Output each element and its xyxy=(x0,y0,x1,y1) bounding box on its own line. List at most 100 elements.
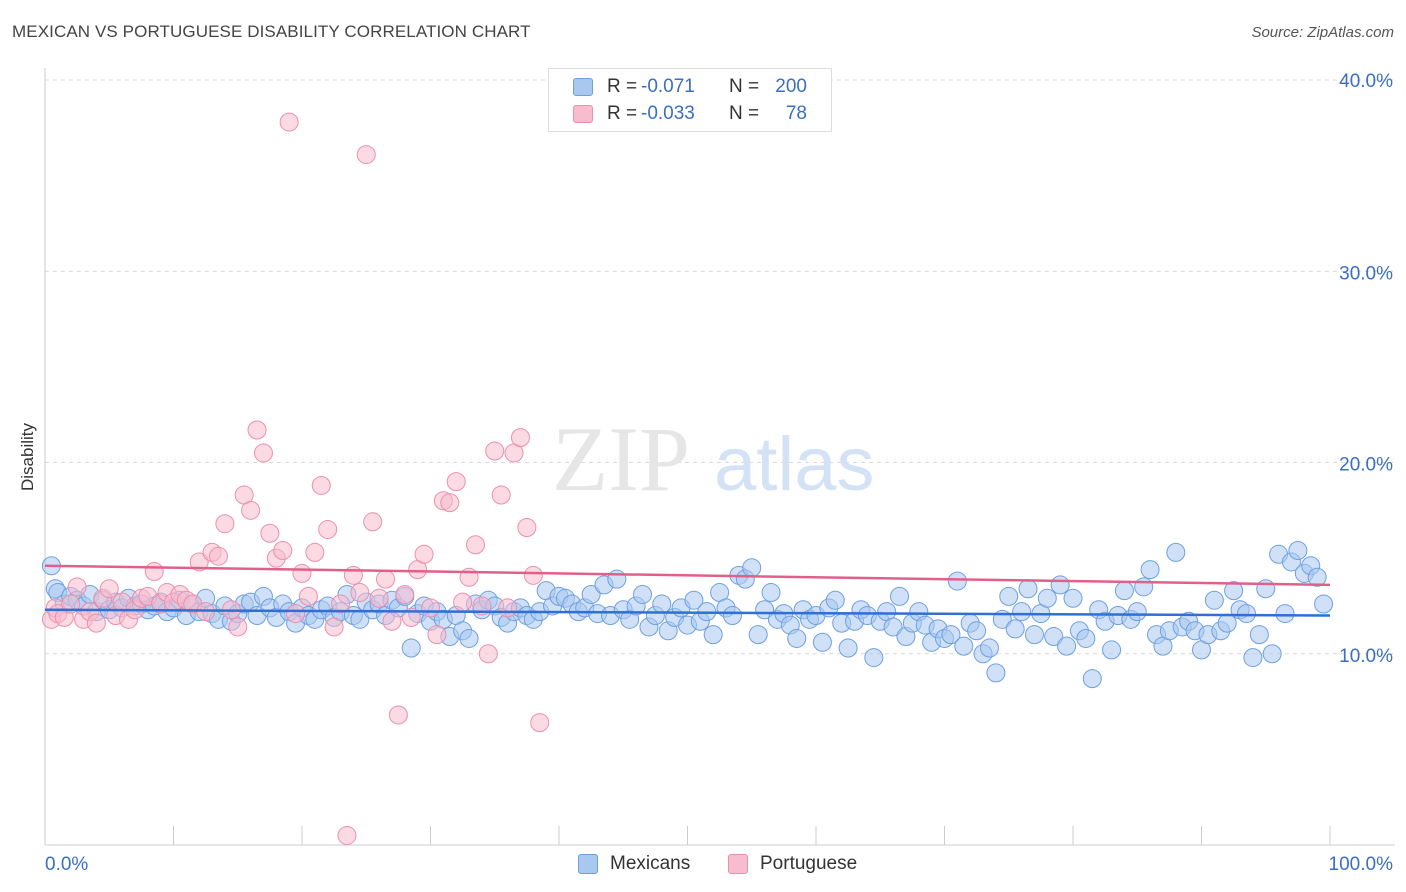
y-tick-label: 10.0% xyxy=(1339,646,1393,667)
data-point-mexicans xyxy=(999,586,1019,606)
data-point-mexicans xyxy=(1127,602,1147,622)
data-point-mexicans xyxy=(1262,644,1282,664)
trend-line-portuguese xyxy=(44,564,1331,587)
stats-legend: R = -0.071 N = 200 R = -0.033 N = 78 xyxy=(548,68,832,132)
data-point-portuguese xyxy=(491,485,511,505)
data-point-portuguese xyxy=(427,625,447,645)
data-point-mexicans xyxy=(787,628,807,648)
data-point-portuguese xyxy=(144,562,164,582)
data-point-portuguese xyxy=(523,565,543,585)
data-point-mexicans xyxy=(979,638,999,658)
data-point-mexicans xyxy=(1217,613,1237,633)
data-point-portuguese xyxy=(369,588,389,608)
data-point-mexicans xyxy=(1005,619,1025,639)
data-point-portuguese xyxy=(208,546,228,566)
series-portuguese-points xyxy=(41,112,550,845)
data-point-mexicans xyxy=(1044,627,1064,647)
data-point-mexicans xyxy=(742,558,762,578)
legend-r-label: R = xyxy=(607,76,638,97)
data-point-mexicans xyxy=(1288,540,1308,560)
data-point-portuguese xyxy=(356,145,376,165)
data-point-portuguese xyxy=(86,613,106,633)
data-point-portuguese xyxy=(337,825,357,845)
chart-title: MEXICAN VS PORTUGUESE DISABILITY CORRELA… xyxy=(12,22,531,41)
data-point-portuguese xyxy=(395,584,415,604)
legend-r-value: -0.071 xyxy=(641,76,695,97)
data-point-mexicans xyxy=(812,632,832,652)
data-point-portuguese xyxy=(311,475,331,495)
data-point-mexicans xyxy=(947,571,967,591)
data-point-mexicans xyxy=(838,638,858,658)
watermark-zip: ZIP xyxy=(552,408,690,510)
x-tick-label: 0.0% xyxy=(45,854,88,875)
data-point-mexicans xyxy=(703,625,723,645)
data-point-portuguese xyxy=(305,542,325,562)
legend-swatch-portuguese xyxy=(728,854,748,874)
data-point-portuguese xyxy=(298,586,318,606)
data-point-mexicans xyxy=(1037,588,1057,608)
data-point-portuguese xyxy=(517,518,537,538)
data-point-portuguese xyxy=(228,617,248,637)
data-point-mexicans xyxy=(890,586,910,606)
data-point-portuguese xyxy=(465,535,485,555)
y-tick-label: 30.0% xyxy=(1339,263,1393,284)
data-point-portuguese xyxy=(286,604,306,624)
data-point-portuguese xyxy=(401,607,421,627)
data-point-mexicans xyxy=(1012,602,1032,622)
data-point-mexicans xyxy=(1224,581,1244,601)
data-point-mexicans xyxy=(684,590,704,610)
legend-n-label: N = xyxy=(729,76,760,97)
data-point-mexicans xyxy=(967,621,987,641)
legend-label-portuguese: Portuguese xyxy=(760,853,858,874)
data-point-mexicans xyxy=(883,617,903,637)
data-point-portuguese xyxy=(279,112,299,132)
data-point-mexicans xyxy=(722,606,742,625)
data-point-mexicans xyxy=(1050,575,1070,595)
data-point-mexicans xyxy=(1275,604,1295,624)
legend-n-value: 78 xyxy=(785,103,807,124)
data-point-portuguese xyxy=(67,577,87,597)
data-point-portuguese xyxy=(485,441,505,461)
y-tick-label: 40.0% xyxy=(1339,71,1393,92)
data-point-mexicans xyxy=(459,628,479,648)
legend-swatch-mexicans xyxy=(573,78,593,96)
data-point-mexicans xyxy=(748,625,768,645)
data-point-mexicans xyxy=(1236,604,1256,624)
data-point-portuguese xyxy=(253,443,273,463)
trend-line-mexicans xyxy=(44,608,1331,617)
data-point-portuguese xyxy=(324,617,344,637)
data-point-portuguese xyxy=(241,500,261,520)
data-point-portuguese xyxy=(215,514,235,534)
legend-row-portuguese: R = -0.033 N = 78 xyxy=(573,101,807,127)
data-point-mexicans xyxy=(1204,590,1224,610)
data-point-mexicans xyxy=(954,636,974,656)
x-tick-label: 100.0% xyxy=(1329,854,1394,875)
tick-labels: 10.0% 20.0% 30.0% 40.0% 0.0% 100.0% xyxy=(45,71,1393,875)
data-point-portuguese xyxy=(510,428,530,448)
data-point-mexicans xyxy=(1102,640,1122,660)
data-point-portuguese xyxy=(530,713,550,733)
data-point-mexicans xyxy=(401,638,421,658)
data-point-mexicans xyxy=(1076,628,1096,648)
data-point-portuguese xyxy=(382,611,402,631)
data-point-mexicans xyxy=(1057,636,1077,656)
data-point-mexicans xyxy=(652,594,672,614)
legend-item-portuguese: Portuguese xyxy=(728,851,857,877)
legend-label-mexicans: Mexicans xyxy=(610,853,691,874)
data-point-portuguese xyxy=(61,594,81,614)
data-point-portuguese xyxy=(318,519,338,539)
watermark-atlas: atlas xyxy=(714,422,875,507)
data-point-portuguese xyxy=(421,598,440,618)
data-point-mexicans xyxy=(633,584,653,604)
data-point-mexicans xyxy=(1018,579,1038,599)
data-point-portuguese xyxy=(498,598,518,618)
axes xyxy=(44,68,1395,846)
y-axis-label: Disability xyxy=(18,422,37,492)
data-point-portuguese xyxy=(247,420,267,440)
legend-row-mexicans: R = -0.071 N = 200 xyxy=(573,74,807,100)
legend-item-mexicans: Mexicans xyxy=(578,851,690,877)
data-point-portuguese xyxy=(440,493,460,513)
data-point-mexicans xyxy=(1082,669,1102,689)
source-label: Source: ZipAtlas.com xyxy=(1251,24,1394,41)
data-point-portuguese xyxy=(363,512,383,532)
